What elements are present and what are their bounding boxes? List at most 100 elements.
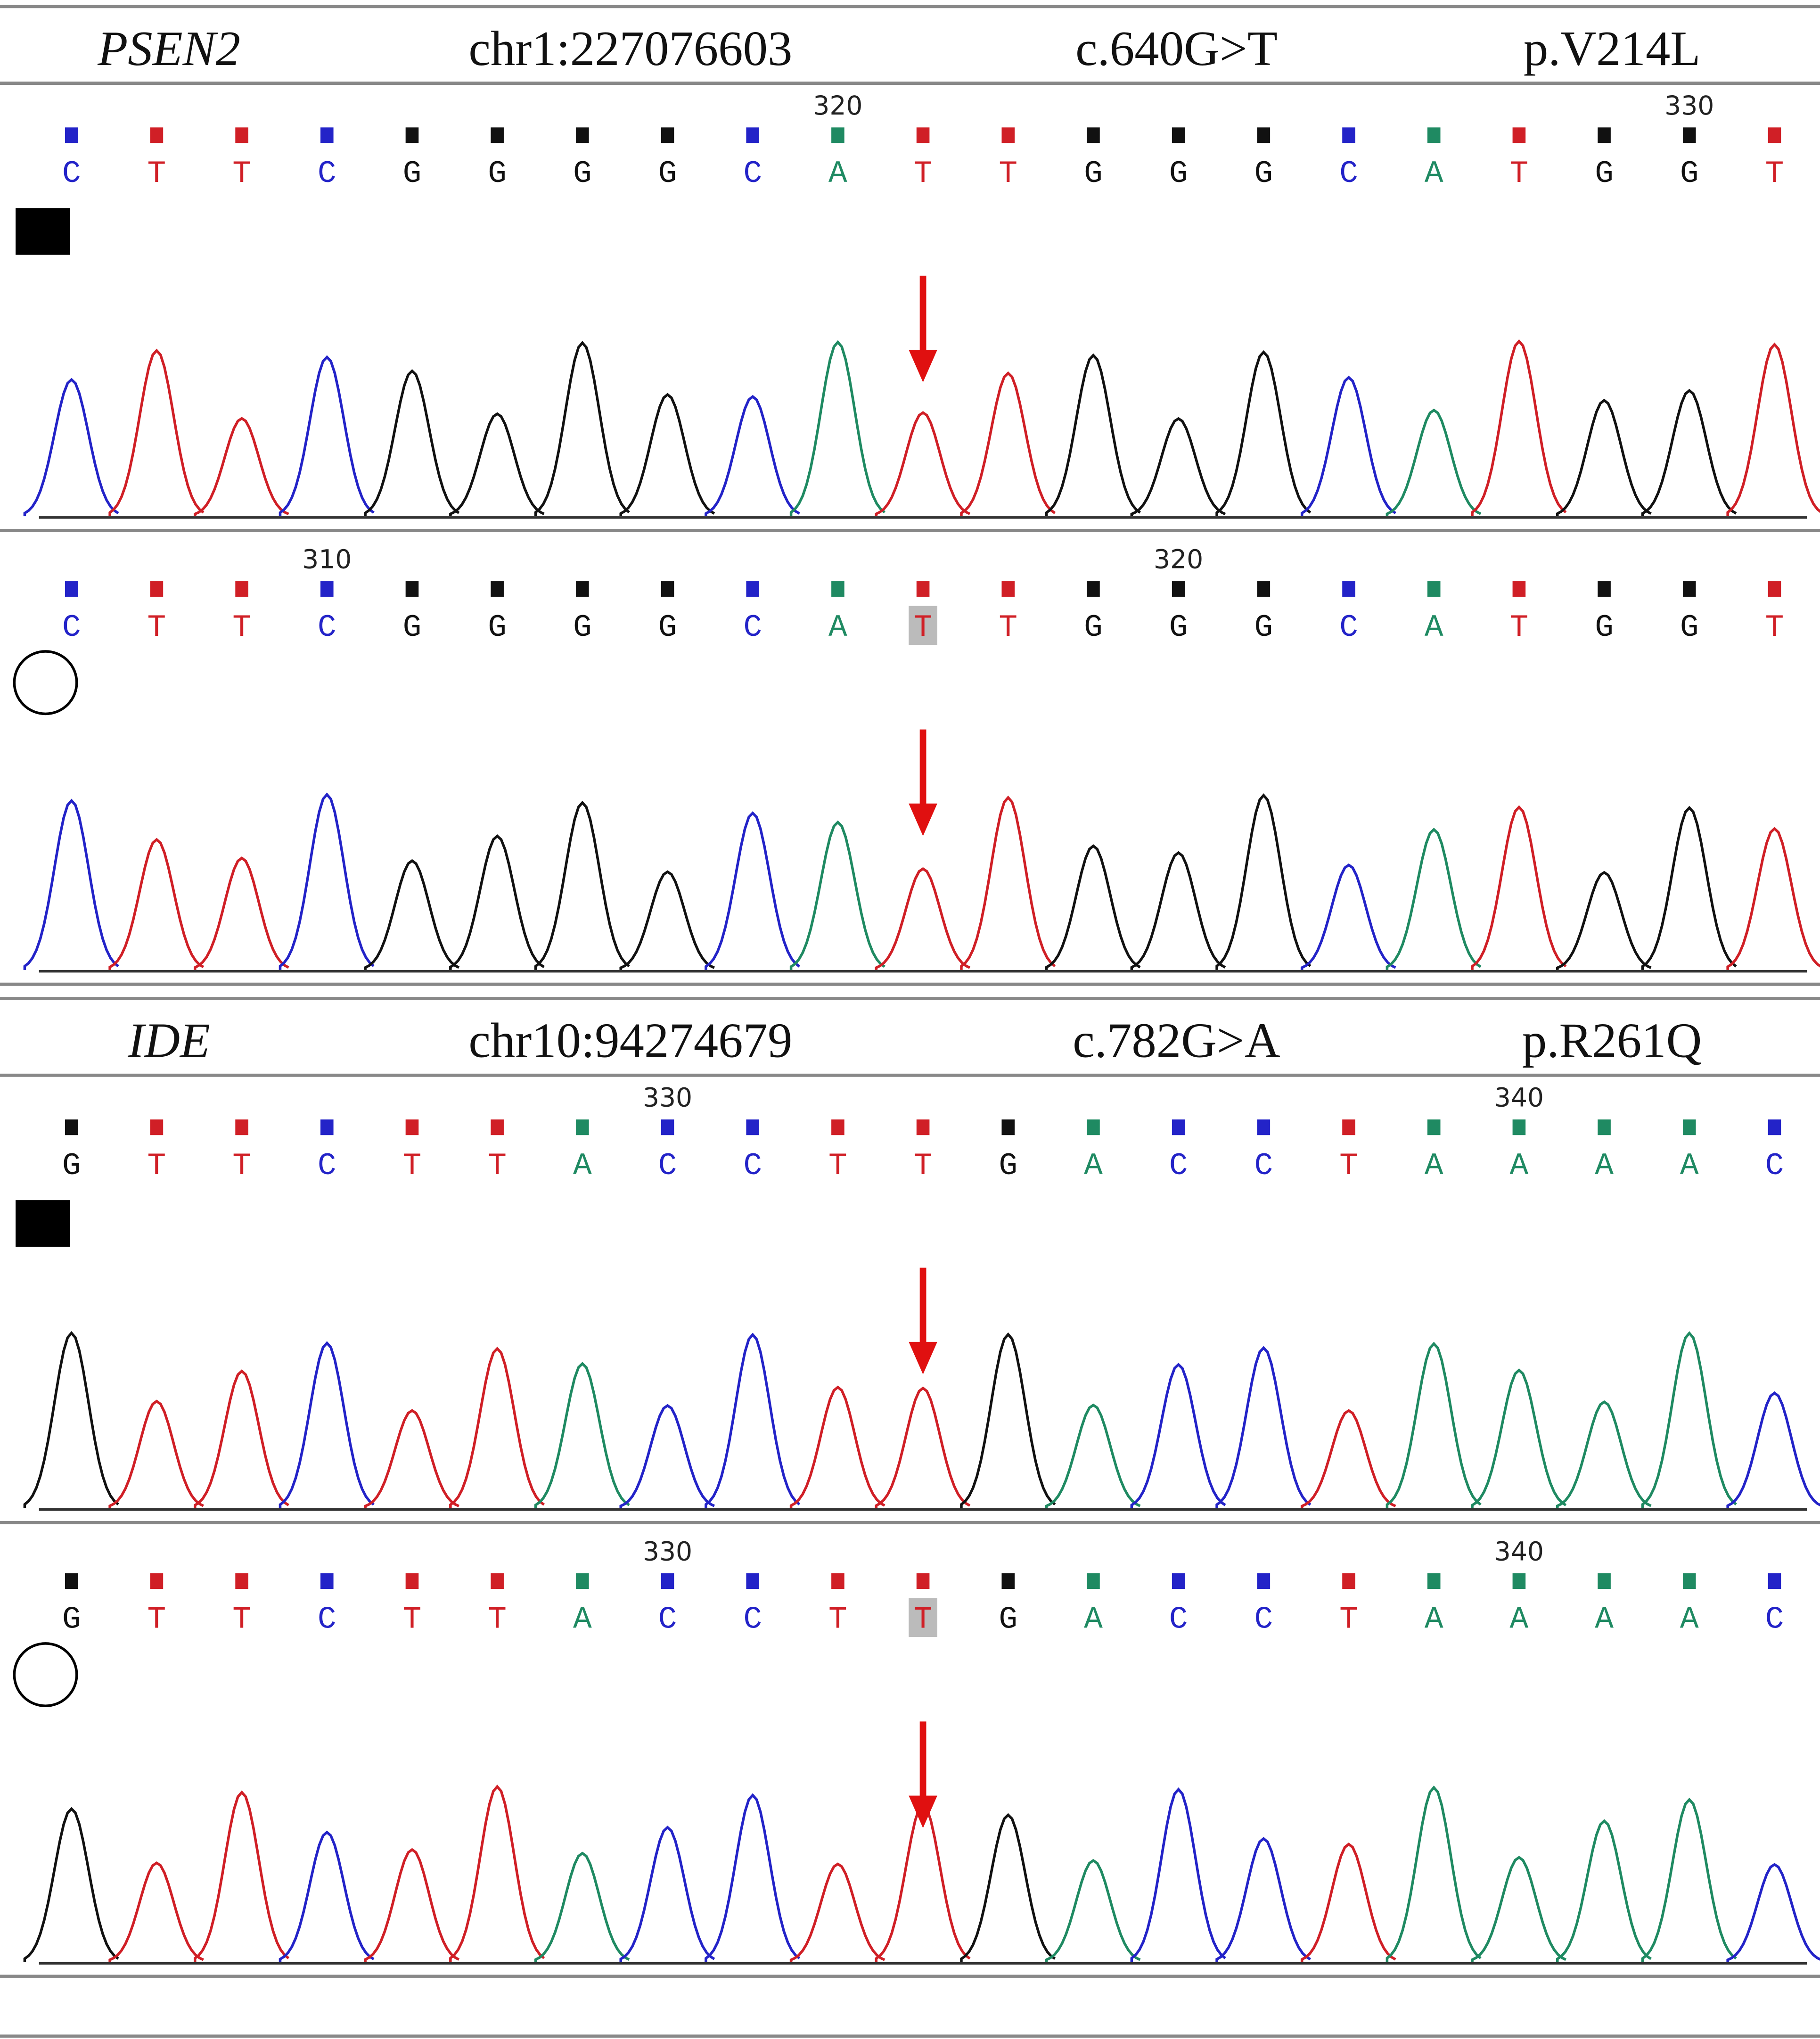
header-protein: p.R261Q bbox=[1522, 1013, 1702, 1068]
base-marker bbox=[916, 1573, 930, 1589]
base-marker bbox=[1001, 1119, 1015, 1135]
peak bbox=[194, 1790, 290, 1962]
base-marker bbox=[831, 127, 844, 143]
peak bbox=[534, 341, 630, 517]
base-call: T bbox=[999, 156, 1017, 191]
base-marker bbox=[1427, 1119, 1441, 1135]
peak bbox=[1215, 350, 1312, 517]
peak bbox=[1641, 806, 1737, 970]
base-marker bbox=[1427, 1573, 1441, 1589]
base-marker bbox=[1598, 127, 1611, 143]
header-protein: p.V214L bbox=[1524, 21, 1701, 76]
base-call: G bbox=[658, 610, 677, 645]
base-call: G bbox=[1254, 610, 1273, 645]
proband-symbol bbox=[16, 1200, 70, 1247]
base-marker bbox=[65, 127, 78, 143]
peak bbox=[1300, 1842, 1396, 1962]
base-marker bbox=[1682, 1119, 1696, 1135]
peak bbox=[1215, 1837, 1312, 1962]
peak bbox=[1045, 1403, 1141, 1508]
base-call: T bbox=[828, 1602, 847, 1637]
base-marker bbox=[150, 127, 164, 143]
base-call: G bbox=[1680, 156, 1699, 191]
relative-symbol bbox=[13, 1642, 78, 1708]
base-marker bbox=[491, 1119, 504, 1135]
peak bbox=[23, 1331, 119, 1508]
base-call: C bbox=[62, 156, 81, 191]
base-call: G bbox=[62, 1602, 81, 1637]
peak bbox=[705, 1332, 801, 1508]
peak bbox=[449, 1784, 545, 1962]
base-call: C bbox=[1254, 1602, 1273, 1637]
base-marker bbox=[831, 1119, 844, 1135]
header-cdna: c.640G>T bbox=[1075, 21, 1278, 76]
peak bbox=[1471, 1856, 1566, 1962]
peak bbox=[534, 1851, 630, 1962]
peak bbox=[108, 1399, 204, 1508]
base-marker bbox=[831, 1573, 844, 1589]
base-marker bbox=[1768, 127, 1781, 143]
base-marker bbox=[1512, 581, 1526, 597]
base-call: T bbox=[403, 1148, 422, 1184]
peak bbox=[449, 834, 545, 970]
peak bbox=[1045, 1859, 1141, 1962]
peak bbox=[705, 395, 800, 517]
base-call: C bbox=[1169, 1602, 1188, 1637]
base-call: G bbox=[488, 610, 507, 645]
base-marker bbox=[1257, 127, 1271, 143]
peak bbox=[23, 1807, 119, 1962]
peak bbox=[619, 1404, 715, 1508]
peak bbox=[619, 393, 715, 517]
peak bbox=[1556, 398, 1652, 517]
base-call: G bbox=[403, 156, 422, 191]
base-call: A bbox=[1425, 610, 1443, 645]
position-label: 330 bbox=[643, 1083, 692, 1113]
base-marker bbox=[405, 1573, 419, 1589]
peak bbox=[1641, 1331, 1737, 1508]
trace: 310 320 C T T C G G G G C A T T G G G C A T G G T bbox=[13, 545, 1820, 973]
base-marker bbox=[1512, 127, 1526, 143]
peak bbox=[1556, 871, 1652, 970]
peak bbox=[705, 811, 801, 970]
base-call: T bbox=[403, 1602, 422, 1637]
base-call: G bbox=[1084, 156, 1103, 191]
peak bbox=[789, 820, 885, 970]
base-call: G bbox=[999, 1148, 1017, 1184]
peak bbox=[1471, 805, 1567, 970]
peak bbox=[619, 1825, 715, 1962]
peak bbox=[1130, 1787, 1226, 1962]
base-marker bbox=[1682, 1573, 1696, 1589]
arrow-head bbox=[909, 1795, 937, 1828]
base-call: C bbox=[1254, 1148, 1273, 1184]
base-marker bbox=[916, 581, 930, 597]
peak bbox=[1130, 417, 1226, 517]
base-marker bbox=[1598, 581, 1611, 597]
base-marker bbox=[1087, 1573, 1100, 1589]
arrow-head bbox=[909, 803, 937, 836]
base-call: T bbox=[1339, 1148, 1358, 1184]
base-call: C bbox=[318, 610, 336, 645]
trace: 320 330 C T T C G G G G C A T T G G G C A T G G T bbox=[16, 91, 1820, 519]
base-call: A bbox=[1680, 1602, 1699, 1637]
base-call: C bbox=[1765, 1148, 1784, 1184]
base-marker bbox=[1768, 581, 1781, 597]
peak bbox=[960, 371, 1056, 517]
peak bbox=[364, 1848, 460, 1962]
base-marker bbox=[1682, 581, 1696, 597]
peak bbox=[1215, 793, 1312, 970]
peak bbox=[449, 412, 545, 517]
peak bbox=[875, 867, 971, 970]
base-marker bbox=[746, 127, 760, 143]
peak bbox=[1385, 1341, 1482, 1508]
base-call: T bbox=[148, 1148, 166, 1184]
base-call: G bbox=[1169, 610, 1188, 645]
base-marker bbox=[491, 581, 504, 597]
base-call: G bbox=[1680, 610, 1699, 645]
base-marker bbox=[150, 1573, 164, 1589]
peak bbox=[1130, 851, 1226, 970]
base-marker bbox=[1768, 1573, 1781, 1589]
base-call: G bbox=[658, 156, 677, 191]
base-call: G bbox=[573, 610, 592, 645]
base-marker bbox=[1598, 1119, 1611, 1135]
base-call: T bbox=[488, 1602, 507, 1637]
